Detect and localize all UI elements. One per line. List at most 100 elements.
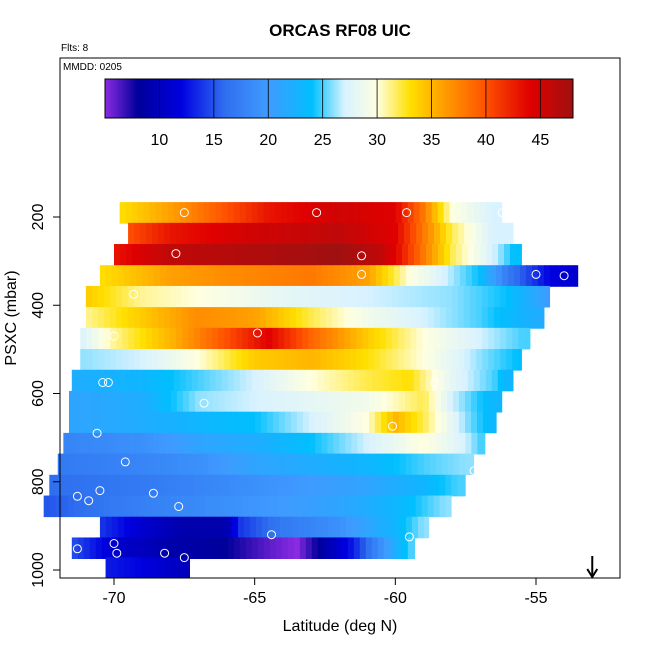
heatmap-cell — [254, 222, 261, 245]
heatmap-cell — [452, 327, 459, 350]
heatmap-cell — [373, 285, 381, 308]
heatmap-cell — [317, 369, 325, 392]
heatmap-cell — [404, 390, 412, 413]
heatmap-cell — [573, 265, 579, 287]
heatmap-cell — [272, 411, 280, 434]
heatmap-cell — [379, 495, 387, 518]
heatmap-cell — [440, 349, 447, 371]
heatmap-cell — [97, 495, 105, 518]
heatmap-cell — [289, 474, 296, 497]
y-tick-label: 800 — [30, 468, 47, 495]
heatmap-cell — [71, 369, 79, 392]
observation-point — [160, 548, 170, 558]
colorbar-cell — [269, 79, 272, 118]
heatmap-cell — [470, 349, 477, 371]
heatmap-cell — [264, 244, 271, 266]
heatmap-cell — [229, 474, 236, 497]
heatmap-cell — [416, 327, 423, 350]
heatmap-cell — [185, 537, 193, 560]
heatmap-cell — [144, 244, 151, 266]
colorbar-cell — [249, 79, 252, 118]
heatmap-cell — [402, 244, 409, 266]
heatmap-cell — [500, 327, 507, 350]
heatmap-cell — [146, 390, 154, 413]
heatmap-cell — [247, 285, 255, 308]
colorbar-cell — [185, 79, 188, 118]
heatmap-cell — [452, 390, 460, 413]
heatmap-cell — [291, 265, 299, 287]
heatmap-cell — [452, 222, 459, 245]
colorbar-cell — [353, 79, 356, 118]
heatmap-cell — [475, 307, 483, 329]
heatmap-cell — [97, 285, 105, 308]
heatmap-cell — [294, 244, 301, 266]
heatmap-cell — [69, 432, 76, 455]
heatmap-cell — [372, 244, 379, 266]
colorbar-cell — [437, 79, 440, 118]
heatmap-cell — [392, 411, 400, 434]
heatmap-cell — [249, 516, 257, 539]
heatmap-cell — [350, 390, 358, 413]
heatmap-cell — [260, 222, 267, 245]
heatmap-cell — [123, 265, 131, 287]
heatmap-cell — [295, 285, 303, 308]
heatmap-cell — [73, 474, 80, 497]
heatmap-cell — [175, 307, 183, 329]
heatmap-cell — [541, 285, 549, 308]
heatmap-cell — [159, 453, 167, 476]
heatmap-cell — [81, 432, 88, 455]
heatmap-cell — [57, 453, 65, 476]
heatmap-cell — [157, 474, 164, 497]
colorbar-cell — [153, 79, 156, 118]
colorbar-cell — [555, 79, 558, 118]
heatmap-cell — [325, 285, 333, 308]
heatmap-cell — [350, 327, 357, 350]
heatmap-cell — [386, 349, 393, 371]
heatmap-cell — [155, 537, 163, 560]
colorbar-cell — [257, 79, 260, 118]
y-tick-label: 200 — [30, 204, 47, 231]
colorbar-cell — [379, 79, 382, 118]
heatmap-cell — [381, 516, 389, 539]
heatmap-cell — [341, 369, 349, 392]
heatmap-cell — [271, 307, 279, 329]
heatmap-cell — [314, 327, 321, 350]
colorbar-cell — [261, 79, 264, 118]
heatmap-cell — [229, 285, 237, 308]
heatmap-cell — [336, 244, 343, 266]
heatmap-cell — [499, 285, 507, 308]
heatmap-cell — [380, 390, 388, 413]
heatmap-cell — [369, 453, 377, 476]
heatmap-cell — [189, 432, 196, 455]
colorbar-cell — [521, 79, 524, 118]
heatmap-cell — [115, 474, 122, 497]
colorbar-cell — [537, 79, 540, 118]
heatmap-cell — [461, 202, 469, 224]
colorbar-cell — [481, 79, 484, 118]
heatmap-cell — [477, 432, 484, 455]
heatmap-cell — [116, 411, 124, 434]
heatmap-cell — [277, 307, 285, 329]
heatmap-cell — [126, 244, 133, 266]
heatmap-cell — [163, 285, 171, 308]
colorbar-cell — [123, 79, 126, 118]
heatmap-cell — [332, 411, 340, 434]
heatmap-cell — [380, 327, 387, 350]
heatmap-cell — [457, 474, 464, 497]
heatmap-cell — [385, 474, 392, 497]
heatmap-cell — [197, 202, 205, 224]
colorbar-cell — [203, 79, 206, 118]
colorbar-cell — [403, 79, 406, 118]
heatmap-cell — [443, 202, 451, 224]
colorbar-cell — [523, 79, 526, 118]
heatmap-cell — [225, 432, 232, 455]
heatmap-cell — [111, 453, 119, 476]
heatmap-cell — [415, 474, 422, 497]
heatmap-cell — [143, 369, 151, 392]
heatmap-cell — [428, 411, 436, 434]
heatmap-cell — [171, 432, 178, 455]
y-tick-label: 1000 — [30, 552, 47, 588]
heatmap-cell — [441, 453, 449, 476]
heatmap-cell — [434, 327, 441, 350]
heatmap-cell — [249, 265, 257, 287]
